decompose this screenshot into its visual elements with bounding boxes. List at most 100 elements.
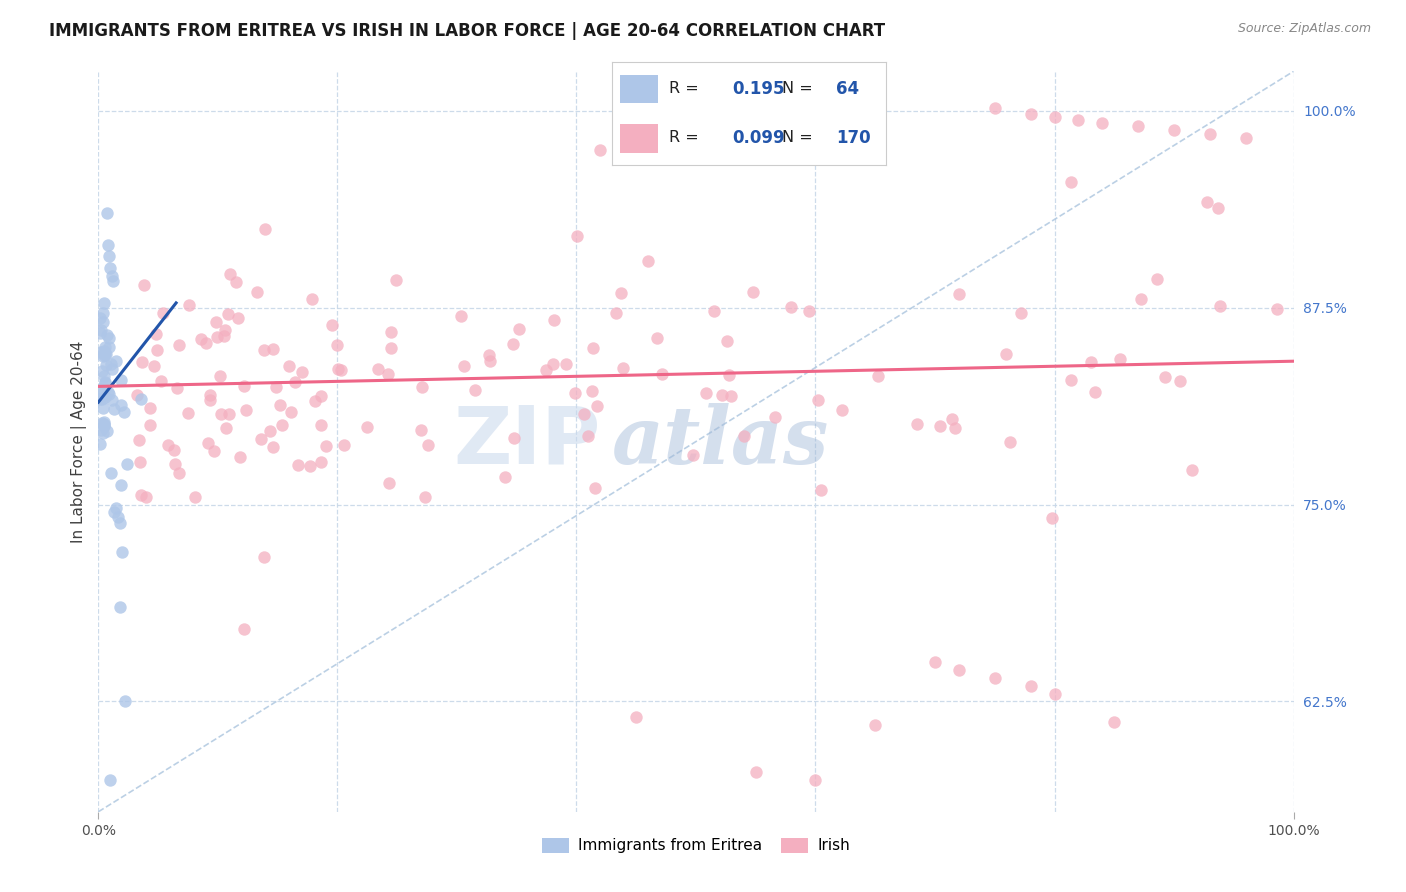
- Point: [93, 419, 115, 434]
- Point: [100, 361, 122, 376]
- Point: [984, 671, 1007, 685]
- Point: [152, 305, 174, 319]
- Point: [100, 269, 122, 284]
- Text: ZIP: ZIP: [453, 402, 600, 481]
- Point: [332, 438, 354, 452]
- Point: [194, 335, 217, 350]
- Point: [90, 386, 112, 401]
- Point: [90, 423, 112, 437]
- Point: [1043, 687, 1066, 701]
- Point: [128, 433, 150, 447]
- Point: [326, 361, 349, 376]
- Point: [91, 426, 114, 441]
- Point: [114, 694, 136, 708]
- Point: [583, 481, 606, 495]
- Point: [225, 275, 247, 289]
- Point: [1060, 175, 1083, 189]
- Point: [98, 330, 121, 344]
- Point: [998, 434, 1021, 449]
- Point: [1060, 373, 1083, 387]
- Point: [610, 285, 633, 300]
- Point: [626, 710, 648, 724]
- Text: 64: 64: [837, 79, 859, 97]
- Point: [586, 400, 609, 414]
- Point: [167, 338, 190, 352]
- Point: [97, 385, 120, 400]
- Point: [89, 382, 111, 396]
- Point: [581, 384, 603, 398]
- Point: [943, 420, 966, 434]
- Point: [1209, 299, 1232, 313]
- Point: [797, 303, 820, 318]
- Point: [411, 380, 433, 394]
- Point: [311, 455, 333, 469]
- Point: [330, 363, 353, 377]
- Point: [93, 417, 115, 431]
- Point: [246, 285, 269, 299]
- Point: [1195, 194, 1218, 209]
- Text: R =: R =: [669, 130, 704, 145]
- Point: [89, 437, 111, 451]
- Point: [89, 311, 111, 326]
- Point: [129, 488, 152, 502]
- Point: [1104, 714, 1126, 729]
- Point: [89, 326, 111, 340]
- Point: [103, 401, 125, 416]
- Point: [90, 416, 112, 430]
- Point: [763, 409, 786, 424]
- Point: [104, 353, 127, 368]
- Point: [167, 466, 190, 480]
- Point: [1163, 122, 1185, 136]
- Point: [259, 424, 281, 438]
- Point: [541, 357, 564, 371]
- Point: [217, 307, 239, 321]
- Point: [94, 347, 117, 361]
- Point: [112, 405, 135, 419]
- Point: [105, 500, 128, 515]
- Point: [100, 357, 122, 371]
- Point: [110, 373, 132, 387]
- Point: [534, 363, 557, 377]
- Point: [1040, 511, 1063, 525]
- Point: [163, 443, 186, 458]
- Point: [232, 622, 254, 636]
- Point: [93, 369, 115, 384]
- Point: [380, 325, 402, 339]
- Point: [190, 332, 212, 346]
- Point: [865, 718, 887, 732]
- Point: [564, 386, 586, 401]
- Y-axis label: In Labor Force | Age 20-64: In Labor Force | Age 20-64: [72, 341, 87, 542]
- Point: [184, 491, 207, 505]
- Point: [905, 417, 928, 432]
- Point: [299, 458, 322, 473]
- Legend: Immigrants from Eritrea, Irish: Immigrants from Eritrea, Irish: [536, 831, 856, 860]
- Point: [711, 388, 734, 402]
- Point: [101, 393, 124, 408]
- Point: [90, 392, 112, 406]
- Point: [291, 365, 314, 379]
- Point: [1043, 110, 1066, 124]
- Point: [650, 367, 672, 381]
- Point: [478, 348, 501, 362]
- Point: [309, 418, 332, 433]
- Point: [177, 298, 200, 312]
- Point: [450, 310, 472, 324]
- Point: [110, 398, 132, 412]
- Point: [605, 306, 627, 320]
- Point: [264, 379, 287, 393]
- Point: [98, 261, 122, 276]
- Point: [733, 429, 755, 443]
- Point: [367, 362, 389, 376]
- Bar: [620, 75, 658, 103]
- Point: [253, 549, 276, 564]
- Bar: [620, 124, 658, 153]
- Point: [89, 392, 111, 406]
- Point: [1128, 120, 1150, 134]
- Text: Source: ZipAtlas.com: Source: ZipAtlas.com: [1237, 22, 1371, 36]
- Point: [941, 412, 963, 426]
- Point: [91, 401, 114, 415]
- Point: [232, 378, 254, 392]
- Point: [378, 476, 401, 491]
- Point: [97, 340, 120, 354]
- Point: [1080, 355, 1102, 369]
